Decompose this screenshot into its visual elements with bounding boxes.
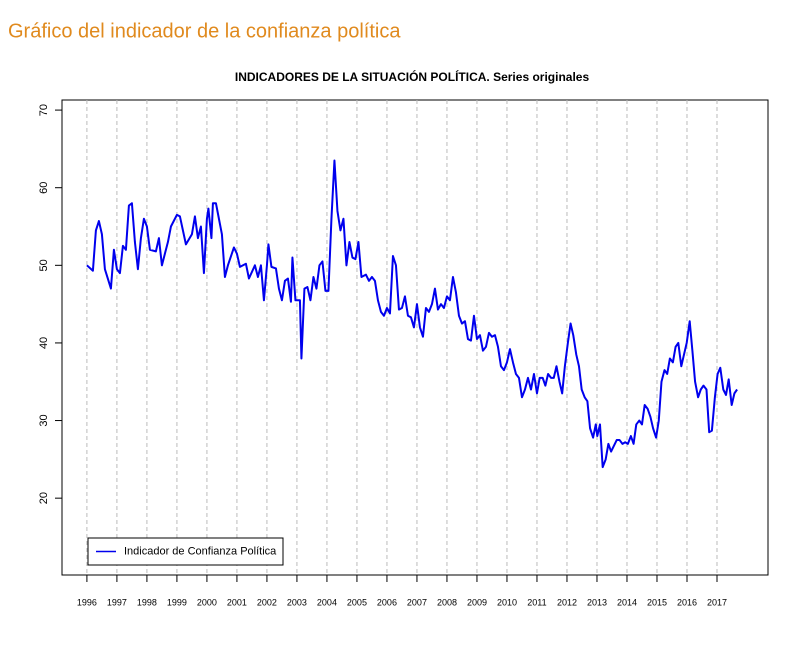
x-tick-label: 2009: [467, 597, 487, 607]
x-tick-label: 2013: [587, 597, 607, 607]
x-tick-label: 2008: [437, 597, 457, 607]
x-tick-label: 2000: [197, 597, 217, 607]
x-tick-label: 2006: [377, 597, 397, 607]
x-tick-label: 2001: [227, 597, 247, 607]
plot-frame: [61, 99, 769, 576]
x-tick-label: 2010: [497, 597, 517, 607]
x-tick-label: 2015: [647, 597, 667, 607]
x-tick-label: 1997: [107, 597, 127, 607]
x-tick-label: 2017: [707, 597, 727, 607]
y-tick-label: 50: [38, 259, 50, 271]
x-tick-label: 2012: [557, 597, 577, 607]
legend-label: Indicador de Confianza Política: [124, 545, 277, 557]
y-tick-label: 20: [38, 492, 50, 504]
x-tick-label: 2014: [617, 597, 637, 607]
page-title: Gráfico del indicador de la confianza po…: [8, 20, 401, 42]
x-tick-label: 2003: [287, 597, 307, 607]
x-tick-label: 2011: [527, 597, 546, 607]
x-tick-label: 1996: [77, 597, 97, 607]
x-tick-label: 2005: [347, 597, 367, 607]
x-tick-label: 2004: [317, 597, 337, 607]
x-tick-label: 1999: [167, 597, 187, 607]
y-tick-label: 30: [38, 414, 50, 426]
y-tick-label: 70: [38, 104, 50, 116]
x-tick-label: 2007: [407, 597, 427, 607]
x-tick-label: 2016: [677, 597, 697, 607]
legend: Indicador de Confianza Política: [87, 537, 284, 566]
chart-title: INDICADORES DE LA SITUACIÓN POLÍTICA. Se…: [235, 69, 590, 84]
y-tick-label: 60: [38, 182, 50, 194]
x-tick-label: 2002: [257, 597, 277, 607]
data-line: [86, 159, 738, 469]
legend-box: [87, 537, 284, 566]
y-tick-label: 40: [38, 337, 50, 349]
x-tick-label: 1998: [137, 597, 157, 607]
